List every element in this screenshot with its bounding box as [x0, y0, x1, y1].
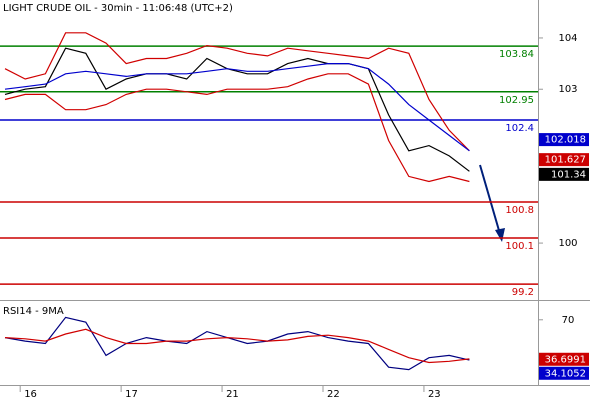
series-line	[4, 47, 470, 172]
y-tick-label: 100	[558, 238, 577, 249]
value-box-label: 101.627	[545, 155, 586, 166]
rsi-title: RSI14 - 9MA	[3, 306, 64, 317]
level-label: 103.84	[499, 49, 534, 60]
x-tick-label: 23	[428, 389, 441, 400]
series-line	[4, 316, 470, 371]
x-tick-label: 16	[24, 389, 37, 400]
level-label: 100.8	[505, 205, 534, 216]
series-line	[4, 73, 470, 183]
x-tick-label: 17	[125, 389, 138, 400]
value-box	[539, 352, 589, 366]
value-box	[539, 167, 589, 181]
x-tick-label: 21	[226, 389, 239, 400]
series-line	[4, 328, 470, 364]
value-box	[539, 133, 589, 147]
value-box-label: 101.34	[551, 169, 586, 180]
level-label: 102.4	[505, 123, 534, 134]
x-tick-label: 22	[327, 389, 340, 400]
y-tick-label: 70	[562, 315, 575, 326]
value-box	[539, 366, 589, 380]
y-tick-label: 103	[558, 84, 577, 95]
value-box	[539, 153, 589, 167]
level-label: 102.95	[499, 95, 534, 106]
value-box-label: 36.6991	[545, 354, 586, 365]
value-box-label: 102.018	[545, 135, 586, 146]
level-label: 99.2	[512, 287, 534, 298]
y-tick-label: 104	[558, 33, 577, 44]
series-line	[4, 63, 470, 152]
value-box-label: 34.1052	[545, 368, 586, 379]
series-line	[4, 32, 470, 152]
chart-title: LIGHT CRUDE OIL - 30min - 11:06:48 (UTC+…	[3, 3, 233, 14]
level-label: 100.1	[505, 241, 534, 252]
